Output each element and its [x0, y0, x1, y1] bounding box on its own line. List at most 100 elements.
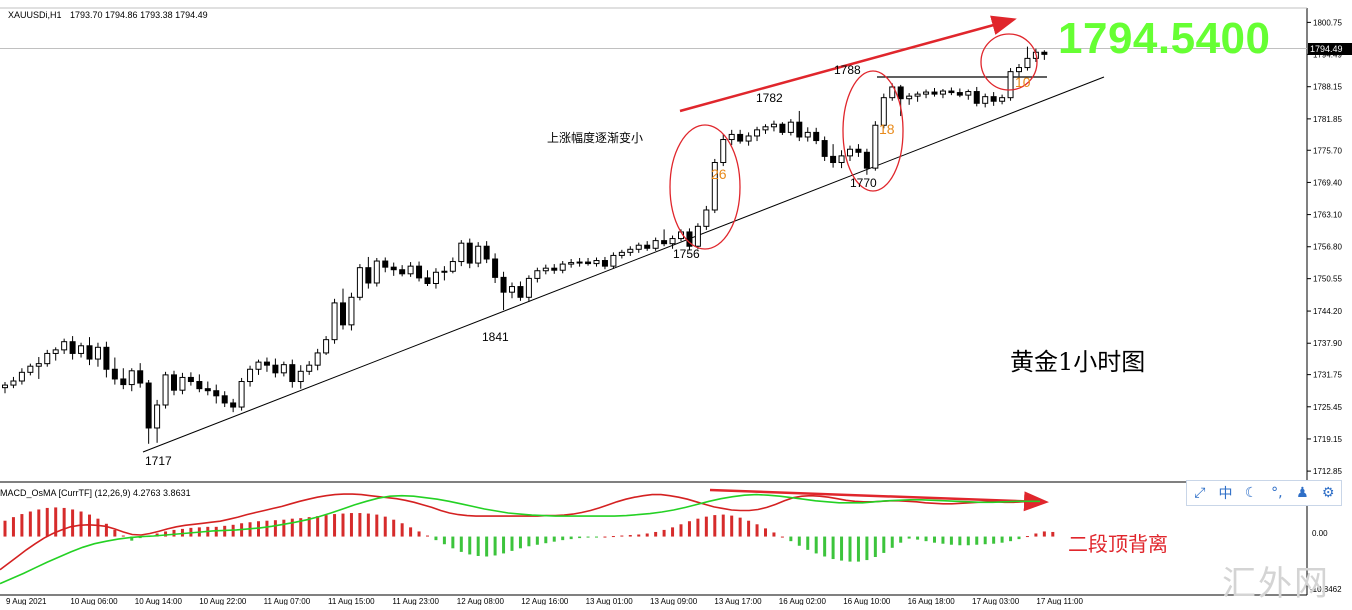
macd-hist-bar: [214, 526, 218, 537]
macd-hist-bar: [37, 509, 41, 537]
label-1841: 1841: [482, 330, 509, 344]
trendlines: [142, 76, 1105, 453]
candle-body: [86, 345, 93, 360]
macd-axis-zero: 0.00: [1312, 529, 1328, 538]
macd-hist-bar: [764, 528, 767, 537]
macd-hist-bar: [1034, 533, 1038, 537]
candle-body: [18, 371, 25, 382]
macd-hist-bar: [130, 536, 134, 541]
macd-hist-bar: [806, 536, 810, 550]
macd-hist-bar: [899, 536, 903, 543]
macd-hist-bar: [645, 533, 649, 537]
candle-body: [1024, 57, 1031, 69]
circle-rise-1: [669, 124, 741, 250]
macd-hist-bar: [780, 536, 784, 538]
macd-hist-bar: [721, 514, 725, 537]
macd-hist-bar: [1025, 536, 1029, 538]
candle-body: [373, 260, 380, 284]
candle-body: [669, 238, 676, 245]
user-icon[interactable]: ♟: [1296, 485, 1309, 501]
candle-body: [906, 95, 913, 100]
candle-body: [1007, 71, 1014, 99]
candle-body: [686, 231, 693, 247]
candle-body: [492, 258, 499, 278]
candle-body: [999, 97, 1006, 102]
macd-hist-bar: [375, 514, 379, 537]
macd-hist-bar: [62, 507, 66, 537]
macd-hist-bar: [611, 536, 615, 538]
macd-hist-bar: [180, 528, 184, 537]
candle-body: [44, 352, 51, 365]
macd-hist-bar: [687, 521, 691, 537]
chinese-input-icon[interactable]: 中: [1218, 486, 1233, 502]
macd-hist-bar: [476, 536, 480, 556]
candle-body: [356, 267, 363, 298]
candle-body: [348, 296, 355, 326]
candle-body: [255, 361, 262, 370]
macd-hist-bar: [628, 535, 632, 537]
chart-title-cn: 黄金1小时图: [1010, 348, 1145, 376]
candle-body: [610, 254, 617, 267]
ohlc-values: 1793.70 1794.86 1793.38 1794.49: [70, 10, 208, 20]
macd-axis-min: -10.8462: [1310, 585, 1342, 594]
macd-hist-bar: [28, 511, 32, 537]
candle-body: [897, 86, 904, 100]
candle-body: [982, 96, 989, 104]
candle-body: [323, 339, 330, 354]
punctuation-icon[interactable]: °,: [1271, 485, 1283, 501]
candle-body: [737, 133, 744, 142]
macd-hist-bar: [510, 536, 514, 551]
candle-body: [939, 90, 946, 95]
candle-body: [289, 364, 296, 383]
macd-hist-bar: [992, 536, 996, 544]
macd-hist-bar: [552, 536, 556, 542]
macd-hist-bar: [493, 536, 497, 556]
candle-body: [914, 93, 921, 97]
candle-body: [94, 346, 101, 360]
macd-hist-bar: [400, 523, 404, 537]
macd-hist-bar: [96, 518, 100, 537]
gear-icon[interactable]: ⚙: [1321, 485, 1335, 501]
x-axis-label: 13 Aug 17:00: [714, 597, 762, 605]
macd-hist-bar: [273, 520, 277, 537]
macd-hist-bar: [307, 517, 311, 537]
expand-icon[interactable]: ⤢: [1194, 485, 1206, 501]
macd-hist-bar: [409, 527, 413, 537]
macd-hist-bar: [324, 515, 328, 537]
candle-body: [27, 365, 34, 373]
macd-hist-bar: [738, 517, 742, 537]
macd-divergence-arrow: [709, 488, 1049, 512]
candle-body: [69, 341, 76, 354]
candle-body: [35, 363, 42, 367]
macd-hist-bar: [890, 536, 894, 548]
candle-body: [711, 162, 718, 211]
moon-icon[interactable]: ☾: [1244, 485, 1258, 501]
candle-body: [2, 384, 8, 389]
x-axis-label: 11 Aug 07:00: [264, 597, 311, 605]
x-axis-label: 12 Aug 08:00: [457, 597, 505, 605]
macd-hist-bar: [299, 518, 303, 537]
macd-hist-bar: [518, 536, 522, 549]
macd-hist-bar: [45, 507, 49, 537]
candle-body: [644, 244, 651, 249]
candle-body: [534, 270, 541, 279]
candle-body: [593, 260, 600, 265]
shrinking-rise-text: 上涨幅度逐渐变小: [547, 130, 643, 145]
candle-body: [627, 248, 634, 253]
x-axis-label: 16 Aug 02:00: [779, 597, 827, 605]
candle-body: [956, 92, 963, 96]
candle-body: [365, 267, 372, 284]
candle-body: [196, 381, 203, 390]
x-axis-label: 13 Aug 01:00: [586, 597, 634, 605]
rise-18: 18: [879, 121, 895, 137]
macd-hist-bar: [772, 532, 776, 537]
candle-body: [973, 91, 980, 104]
candle-body: [171, 374, 177, 391]
candle-body: [694, 225, 701, 247]
macd-hist-bar: [907, 536, 911, 539]
x-axis-label: 10 Aug 14:00: [135, 597, 183, 605]
candle-body: [559, 263, 566, 271]
macd-hist-bar: [434, 536, 438, 541]
y-tick-label: 1719.15: [1313, 435, 1342, 444]
